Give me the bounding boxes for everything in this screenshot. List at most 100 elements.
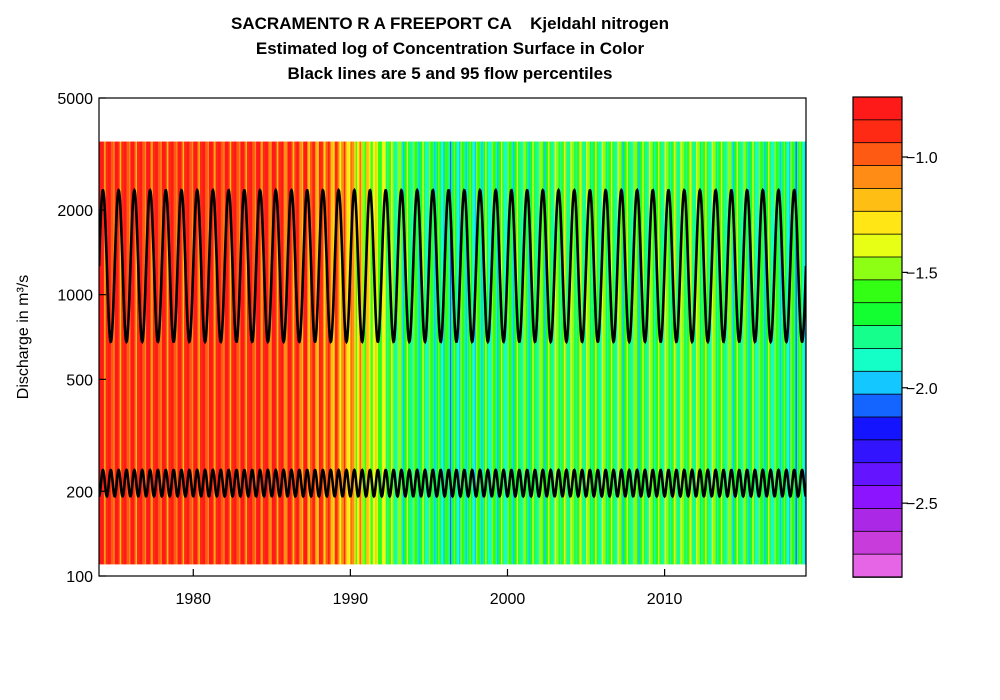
colorbar-swatch xyxy=(852,210,903,235)
surface-strip xyxy=(445,141,448,565)
surface-strip xyxy=(481,141,484,565)
surface-strip xyxy=(761,141,764,565)
surface-strip xyxy=(241,141,244,565)
surface-strip xyxy=(260,141,262,565)
surface-strip xyxy=(430,141,433,565)
surface-strip xyxy=(455,141,458,565)
surface-strip xyxy=(354,141,357,565)
surface-strip xyxy=(528,141,531,565)
surface-strip xyxy=(317,141,320,565)
surface-strip xyxy=(656,141,659,565)
surface-strip xyxy=(558,141,561,565)
colorbar-swatch xyxy=(852,279,903,304)
surface-strip xyxy=(532,141,535,565)
surface-strip xyxy=(240,141,243,565)
surface-strip xyxy=(372,141,375,565)
surface-strip xyxy=(754,141,757,565)
surface-strip xyxy=(461,141,464,565)
surface-strip xyxy=(519,141,522,565)
surface-strip xyxy=(549,141,552,565)
surface-strip xyxy=(371,141,374,565)
surface-strip xyxy=(720,141,723,565)
surface-strip xyxy=(127,141,130,565)
surface-strip xyxy=(570,141,573,565)
surface-strip xyxy=(353,141,355,565)
surface-strip xyxy=(148,141,151,565)
surface-strip xyxy=(368,141,371,565)
surface-strip xyxy=(226,141,228,565)
surface-strip xyxy=(198,141,201,565)
surface-strip xyxy=(375,141,378,565)
surface-strip xyxy=(627,141,630,565)
surface-strip xyxy=(682,141,685,565)
surface-strip xyxy=(617,141,620,565)
chart-title-line-2: Estimated log of Concentration Surface i… xyxy=(255,39,645,58)
surface-strip xyxy=(706,141,709,565)
surface-strip xyxy=(565,141,568,565)
surface-strip xyxy=(659,141,662,565)
surface-strip xyxy=(494,141,497,565)
surface-strip xyxy=(277,141,279,565)
surface-strip xyxy=(701,141,704,565)
surface-strip xyxy=(219,141,222,565)
surface-strip xyxy=(338,141,341,565)
surface-strip xyxy=(796,141,799,565)
surface-strip xyxy=(303,141,306,565)
surface-strip xyxy=(479,141,482,565)
surface-strip xyxy=(347,141,350,565)
surface-strip xyxy=(393,141,396,565)
surface-strip xyxy=(637,141,640,565)
surface-strip xyxy=(593,141,596,565)
colorbar-swatch xyxy=(852,142,903,167)
surface-strip xyxy=(435,141,438,565)
surface-strip xyxy=(405,141,408,565)
surface-strip xyxy=(231,141,234,565)
surface-strip xyxy=(440,141,443,565)
surface-strip xyxy=(493,141,495,565)
surface-strip xyxy=(439,141,442,565)
surface-strip xyxy=(150,141,152,565)
surface-strip xyxy=(681,141,684,565)
surface-strip xyxy=(172,141,175,565)
surface-strip xyxy=(456,141,459,565)
surface-strip xyxy=(686,141,689,565)
surface-strip xyxy=(482,141,485,565)
surface-strip xyxy=(224,141,227,565)
colorbar-swatch xyxy=(852,233,903,258)
surface-strip xyxy=(290,141,293,565)
surface-strip xyxy=(295,141,298,565)
surface-strip xyxy=(322,141,325,565)
surface-strip xyxy=(203,141,206,565)
surface-strip xyxy=(139,141,142,565)
surface-strip xyxy=(334,141,337,565)
colorbar-tick-label: −1.0 xyxy=(906,150,938,167)
surface-strip xyxy=(731,141,734,565)
surface-strip xyxy=(782,141,785,565)
surface-strip xyxy=(448,141,451,565)
surface-strip xyxy=(178,141,181,565)
chart-title-line-3: Black lines are 5 and 95 flow percentile… xyxy=(287,64,613,83)
surface-strip xyxy=(210,141,213,565)
surface-strip xyxy=(186,141,189,565)
surface-strip xyxy=(304,141,307,565)
surface-strip xyxy=(716,141,719,565)
surface-strip xyxy=(151,141,154,565)
surface-strip xyxy=(278,141,281,565)
surface-strip xyxy=(153,141,156,565)
surface-strip xyxy=(514,141,516,565)
surface-strip xyxy=(671,141,674,565)
x-tick-label: 1990 xyxy=(333,591,369,608)
surface-strip xyxy=(116,141,118,565)
surface-strip xyxy=(330,141,333,565)
surface-strip xyxy=(258,141,261,565)
surface-strip xyxy=(152,141,155,565)
surface-strip xyxy=(199,141,202,565)
surface-strip xyxy=(525,141,528,565)
surface-strip xyxy=(733,141,736,565)
surface-strip xyxy=(574,141,577,565)
surface-strip xyxy=(613,141,616,565)
surface-strip xyxy=(624,141,626,565)
surface-strip xyxy=(676,141,679,565)
surface-strip xyxy=(228,141,231,565)
surface-strip xyxy=(736,141,739,565)
